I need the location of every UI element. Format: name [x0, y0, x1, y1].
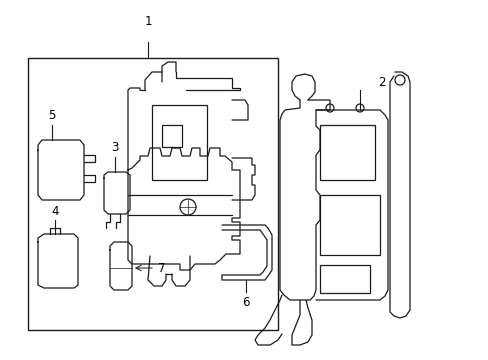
Text: 5: 5 — [48, 109, 56, 122]
Bar — [28, 58, 278, 330]
Text: 4: 4 — [51, 205, 59, 218]
Bar — [319, 265, 369, 293]
Bar — [319, 195, 379, 255]
Text: 3: 3 — [111, 141, 119, 154]
Text: 1: 1 — [144, 15, 151, 28]
Bar — [319, 125, 374, 180]
Text: 7: 7 — [158, 261, 165, 274]
Bar — [162, 125, 182, 147]
Bar — [152, 105, 206, 180]
Text: 2: 2 — [377, 76, 385, 89]
Text: 6: 6 — [242, 296, 249, 309]
